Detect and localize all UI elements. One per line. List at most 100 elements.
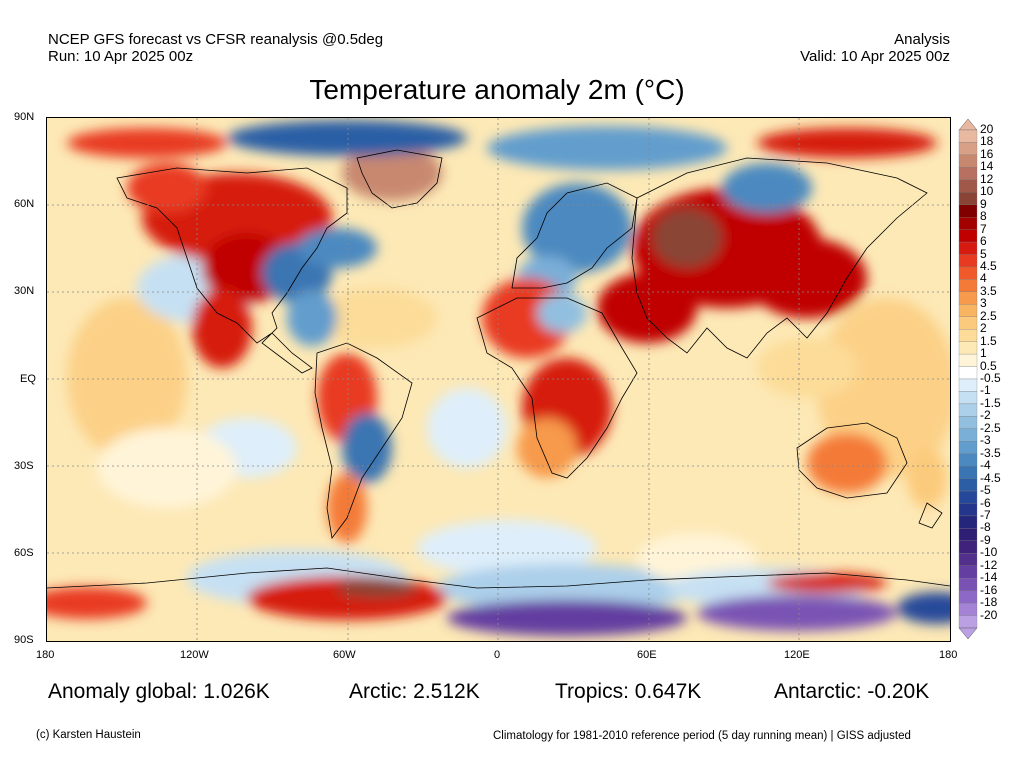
colorbar-tick-label: 4.5 [980, 258, 997, 273]
colorbar-swatch [958, 279, 978, 292]
colorbar-swatch [958, 192, 978, 205]
colorbar-swatch [958, 142, 978, 156]
lon-label-60w: 60W [333, 649, 356, 661]
lat-label-60s: 60S [14, 547, 34, 559]
colorbar-tick-label: -1 [980, 383, 991, 398]
colorbar-labels: 20 18 16 14 12 10 9 8 7 6 5 4.5 4 3.5 3 2.5 2 1.5 1 0.5 -0.5… [980, 118, 1024, 640]
colorbar-tick-label: 9 [980, 196, 987, 211]
lon-label-120e: 120E [784, 649, 810, 661]
colorbar-swatch [958, 453, 978, 467]
colorbar-tick-label: -7 [980, 507, 991, 522]
colorbar-tick-label: 16 [980, 146, 994, 161]
lat-label-60n: 60N [14, 198, 35, 210]
colorbar-swatch [958, 478, 978, 492]
colorbar-tick-label: -4.5 [980, 470, 1001, 485]
colorbar-tick-label: -5 [980, 483, 991, 498]
analysis-label: Analysis [894, 31, 950, 48]
colorbar-swatch [958, 565, 978, 579]
antarctica-outline [47, 567, 950, 589]
colorbar-swatch [958, 353, 978, 367]
colorbar-tick-label: 2.5 [980, 308, 997, 323]
coastlines [47, 149, 950, 589]
run-time: Run: 10 Apr 2025 00z [48, 48, 194, 65]
africa-outline [476, 297, 638, 479]
antarctic-anomaly: Antarctic: -0.20K [774, 680, 930, 703]
colorbar-top-arrow [958, 118, 978, 131]
colorbar-swatch [958, 167, 978, 180]
colorbar-swatch [958, 266, 978, 280]
colorbar-tick-label: -6 [980, 495, 991, 510]
colorbar-swatch [958, 441, 978, 454]
colorbar-tick-label: -0.5 [980, 371, 1001, 385]
colorbar-tick-label: -1.5 [980, 395, 1001, 410]
colorbar-swatch [958, 553, 978, 566]
lat-label-90s: 90S [14, 634, 34, 646]
lon-label-0: 0 [494, 649, 501, 661]
lat-label-30n: 30N [14, 285, 35, 297]
colorbar-tick-label: 4 [980, 271, 987, 286]
colorbar-tick-label: 5 [980, 246, 987, 261]
asia-outline [631, 157, 928, 359]
colorbar-tick-label: 10 [980, 184, 994, 199]
graticule [47, 118, 950, 641]
colorbar-swatch [958, 254, 978, 268]
colorbar-swatch [958, 578, 978, 591]
colorbar-swatch [958, 490, 978, 504]
australia-outline [796, 422, 908, 499]
colorbar-tick-label: -8 [980, 520, 991, 535]
colorbar-swatch [958, 291, 978, 305]
new-zealand-outline [918, 502, 943, 529]
colorbar-tick-label: -18 [980, 595, 998, 610]
colorbar-tick-label: 18 [980, 134, 994, 149]
colorbar-tick-label: -16 [980, 582, 998, 597]
tropics-anomaly: Tropics: 0.647K [555, 680, 702, 703]
colorbar-swatch [958, 615, 978, 629]
colorbar-swatch [958, 241, 978, 255]
colorbar-tick-label: -14 [980, 570, 998, 585]
colorbar-tick-label: -3.5 [980, 445, 1001, 460]
colorbar-tick-label: 14 [980, 159, 994, 174]
colorbar-tick-label: 12 [980, 171, 994, 186]
anomaly-field [47, 120, 950, 636]
anomaly-map [46, 117, 951, 642]
colorbar-tick-label: 20 [980, 122, 994, 136]
lat-label-eq: EQ [20, 373, 36, 385]
colorbar-swatch [958, 154, 978, 168]
chart-title: Temperature anomaly 2m (°C) [309, 74, 685, 105]
colorbar-tick-label: -3 [980, 433, 991, 448]
colorbar-swatch [958, 316, 978, 330]
colorbar-tick-label: 3.5 [980, 283, 997, 298]
copyright-credit: (c) Karsten Haustein [36, 729, 141, 741]
lat-label-90n: 90N [14, 111, 35, 123]
colorbar-tick-label: 1.5 [980, 333, 997, 348]
colorbar-bottom-arrow [958, 627, 978, 640]
colorbar-tick-label: 6 [980, 234, 987, 249]
colorbar-swatch [958, 391, 978, 405]
colorbar-swatch [958, 229, 978, 243]
colorbar-tick-label: 8 [980, 209, 987, 224]
colorbar-swatch [958, 179, 978, 193]
colorbar: 20 18 16 14 12 10 9 8 7 6 5 4.5 4 3.5 3 2.5 2 1.5 1 0.5 -0.5… [958, 118, 1024, 640]
colorbar-swatch [958, 341, 978, 355]
model-description: NCEP GFS forecast vs CFSR reanalysis @0.… [48, 31, 384, 48]
colorbar-swatch [958, 378, 978, 392]
colorbar-tick-label: -12 [980, 557, 998, 572]
colorbar-tick-label: 0.5 [980, 358, 997, 373]
colorbar-swatch [958, 590, 978, 604]
north-america-outline [116, 167, 348, 374]
climatology-note: Climatology for 1981-2010 reference peri… [493, 730, 911, 742]
colorbar-swatches [958, 118, 978, 640]
colorbar-swatch [958, 465, 978, 479]
colorbar-swatch [958, 515, 978, 529]
colorbar-tick-label: -9 [980, 532, 991, 547]
colorbar-swatch [958, 528, 978, 541]
lon-label-180e: 180 [939, 649, 958, 661]
colorbar-tick-label: -10 [980, 545, 998, 560]
arctic-anomaly: Arctic: 2.512K [349, 680, 480, 703]
colorbar-tick-label: -20 [980, 607, 998, 622]
colorbar-swatch [958, 204, 978, 218]
south-america-outline [314, 342, 413, 539]
colorbar-swatch [958, 366, 978, 380]
greenland-outline [356, 149, 443, 209]
lon-label-60e: 60E [637, 649, 657, 661]
